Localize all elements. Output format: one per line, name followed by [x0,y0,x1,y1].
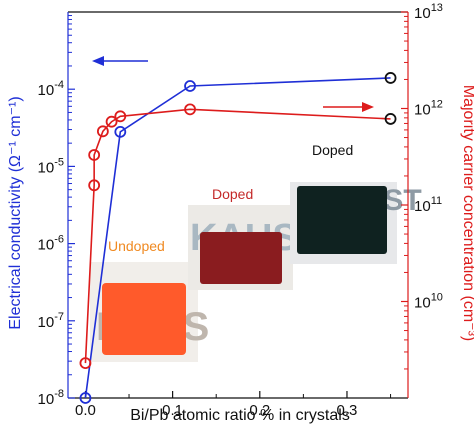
series-line-left [84,77,391,399]
data-point-left [384,72,397,84]
y-left-tick-label: 10-5 [38,156,64,176]
y-axis-label-left: Electrical conductivity (Ω⁻¹ cm⁻¹) [7,96,24,329]
data-point-left [114,125,127,138]
y-right-tick-label: 1013 [414,2,443,22]
data-point-right [384,113,397,125]
y-right-tick-label: 1010 [414,292,443,312]
y-right-tick-label: 1011 [414,195,442,215]
y-left-tick-label: 10-6 [38,234,64,254]
y-left-tick-label: 10-4 [38,79,64,99]
inset-label-doped-red: Doped [212,186,253,202]
undoped-photo: KAUS [90,262,209,362]
y-axis-label-right: Majority carrier concentration (cm⁻³) [460,85,474,342]
data-point-right [114,110,127,123]
data-point-left [79,392,92,404]
doped-black-photo: AUST [290,182,422,264]
data-point-right [88,179,101,192]
data-point-right [96,125,109,138]
blue-arrow [92,56,148,66]
data-point-right [79,357,92,369]
x-axis-label: Bi/Pb atomic ratio % in crystals [130,407,350,424]
inset-label-undoped: Undoped [108,238,165,254]
data-point-left [184,80,196,92]
x-tick-label: 0.0 [75,402,96,419]
red-arrow [323,102,374,112]
axis-ticks: 0.0 0.1 0.2 0.3 10-8 10-7 10-6 10-5 10-4 1010 1011… [38,2,443,419]
x-tick-label: 0.3 [337,402,358,419]
data-point-right [105,115,118,128]
x-tick-label: 0.1 [162,402,183,419]
y-left-tick-label: 10-7 [38,311,64,331]
crystal-photos: KAUS KAUST AUST Undoped Doped Doped [90,142,422,362]
data-point-right [184,103,196,116]
data-series [79,72,397,404]
x-tick-label: 0.2 [249,402,270,419]
inset-label-doped-black: Doped [312,142,353,158]
y-left-tick-label: 10-8 [38,388,64,408]
data-point-right [88,149,101,161]
y-right-tick-label: 1012 [414,99,443,119]
